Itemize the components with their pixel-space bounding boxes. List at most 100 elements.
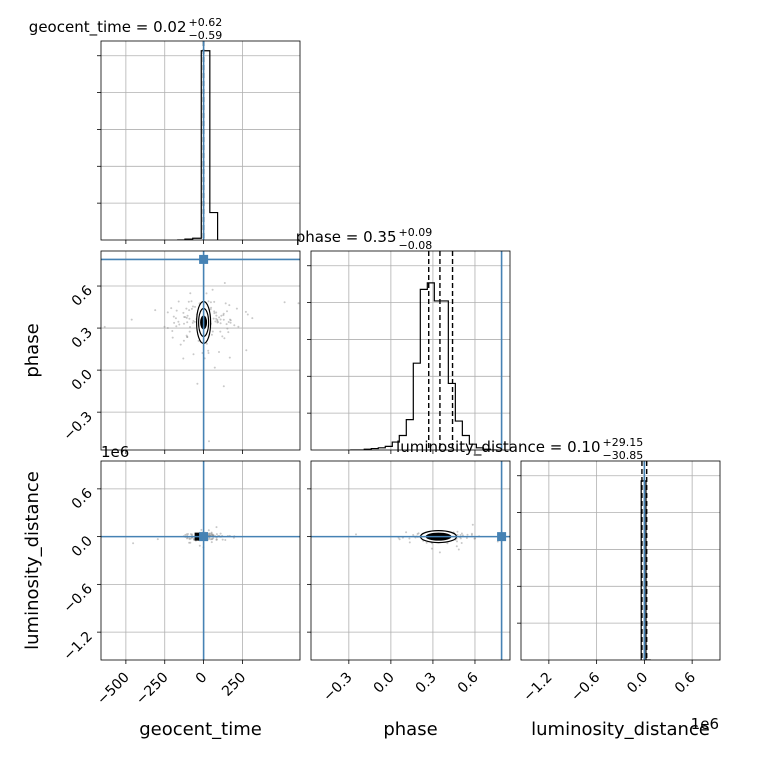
sample-point bbox=[175, 325, 178, 328]
sample-point bbox=[175, 309, 178, 312]
sample-point bbox=[246, 313, 249, 316]
panel-title-phase: phase = 0.35 +0.09−0.08 bbox=[296, 226, 433, 252]
sample-point bbox=[215, 317, 218, 320]
sample-point bbox=[229, 318, 231, 321]
sample-point bbox=[456, 533, 459, 536]
sample-point bbox=[225, 323, 228, 326]
sample-point bbox=[192, 320, 195, 322]
panel-2d-phase-vs-geocent_time bbox=[97, 250, 301, 454]
sample-point bbox=[187, 533, 189, 535]
histogram-step-phase bbox=[350, 282, 498, 450]
sample-point bbox=[213, 300, 216, 303]
sample-point bbox=[188, 330, 191, 333]
sample-point bbox=[216, 321, 219, 324]
sample-point bbox=[179, 343, 182, 346]
panel-contents bbox=[311, 461, 510, 660]
sample-point bbox=[189, 541, 192, 544]
x-tick-label-geocent_time: 0 bbox=[193, 670, 211, 688]
sample-point bbox=[207, 529, 210, 532]
panel-title-geocent_time: geocent_time = 0.02 +0.62−0.59 bbox=[29, 16, 222, 42]
sample-point bbox=[205, 292, 208, 295]
sample-point bbox=[154, 309, 157, 312]
histogram-step-geocent_time bbox=[177, 50, 219, 240]
histogram-step-luminosity_distance bbox=[640, 480, 651, 660]
title-text: luminosity_distance = 0.10 bbox=[396, 438, 600, 457]
sample-point bbox=[215, 311, 218, 314]
sample-point bbox=[215, 538, 218, 541]
sample-point bbox=[456, 540, 458, 543]
sample-point bbox=[470, 532, 473, 535]
sample-point bbox=[211, 330, 214, 333]
panel-background bbox=[311, 461, 510, 660]
y-axis-label-phase: phase bbox=[22, 323, 43, 377]
panel-2d-luminosity_distance-vs-phase bbox=[307, 460, 511, 664]
panel-frame bbox=[100, 40, 301, 241]
sample-point bbox=[188, 538, 191, 541]
sample-point bbox=[210, 306, 213, 309]
sample-point bbox=[189, 537, 192, 540]
panel-background bbox=[101, 461, 300, 660]
title-plus: +0.09 bbox=[399, 226, 433, 239]
title-minus: −0.08 bbox=[399, 239, 433, 252]
sample-point bbox=[186, 321, 189, 324]
sample-point bbox=[192, 305, 194, 308]
panel-frame bbox=[310, 250, 511, 451]
sample-point bbox=[212, 533, 215, 536]
sample-point bbox=[182, 357, 185, 360]
sample-point bbox=[185, 307, 188, 310]
sample-point bbox=[219, 318, 222, 321]
sample-point bbox=[283, 301, 286, 304]
sample-point bbox=[215, 314, 218, 317]
sample-point bbox=[228, 356, 231, 359]
sample-point bbox=[474, 537, 477, 540]
sample-point bbox=[209, 301, 212, 304]
sample-point bbox=[227, 331, 230, 334]
sample-point bbox=[172, 315, 175, 318]
sample-point bbox=[182, 311, 185, 314]
sample-point bbox=[460, 542, 463, 544]
sample-point bbox=[198, 544, 201, 547]
sample-point bbox=[186, 537, 188, 540]
sample-point bbox=[446, 542, 449, 545]
x-tick-label-luminosity_distance: 0.0 bbox=[624, 670, 651, 697]
sample-point bbox=[222, 312, 225, 315]
title-minus: −0.59 bbox=[189, 29, 223, 42]
sample-point bbox=[222, 314, 225, 317]
sample-point bbox=[207, 352, 210, 354]
sample-point bbox=[216, 318, 219, 321]
x-axis-label-phase: phase bbox=[383, 719, 437, 740]
sample-point bbox=[208, 532, 211, 535]
sample-point bbox=[189, 326, 191, 328]
x-tick-label-geocent_time: 250 bbox=[219, 670, 249, 700]
x-tick-label-phase: −0.3 bbox=[320, 670, 355, 705]
sample-point bbox=[251, 317, 254, 320]
sample-point bbox=[398, 538, 401, 541]
y-axis-label-luminosity_distance: luminosity_distance bbox=[22, 471, 43, 650]
sample-point bbox=[188, 317, 191, 320]
x-tick-label-geocent_time: −250 bbox=[133, 670, 172, 709]
panel-frame bbox=[520, 460, 721, 661]
title-minus: −30.85 bbox=[603, 449, 644, 462]
title-median: 0.35 bbox=[363, 228, 396, 246]
x-tick-label-luminosity_distance: −0.6 bbox=[568, 669, 603, 704]
sample-point bbox=[209, 538, 212, 541]
sample-point bbox=[130, 318, 133, 321]
sample-point bbox=[211, 534, 214, 537]
panel-title-luminosity_distance: luminosity_distance = 0.10 +29.15−30.85 bbox=[396, 436, 643, 462]
sample-point bbox=[186, 336, 189, 338]
sample-point bbox=[212, 537, 215, 540]
title-plus: +29.15 bbox=[603, 436, 644, 449]
sample-point bbox=[207, 300, 210, 303]
y-tick-label-phase: 0.0 bbox=[69, 367, 96, 394]
sample-point bbox=[215, 526, 218, 529]
sample-point bbox=[224, 539, 227, 541]
sample-point bbox=[417, 532, 420, 535]
sample-point bbox=[192, 537, 195, 540]
sample-point bbox=[190, 300, 193, 303]
sample-point bbox=[210, 532, 213, 535]
sample-point bbox=[208, 534, 211, 537]
sample-point bbox=[184, 316, 187, 319]
sample-point bbox=[218, 351, 220, 353]
sample-point bbox=[471, 523, 474, 526]
